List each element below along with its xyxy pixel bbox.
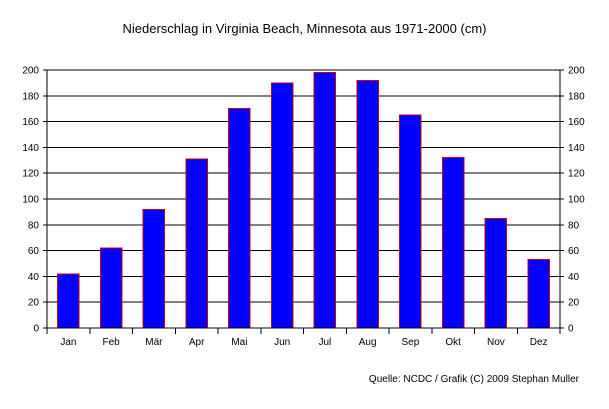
y-tick-label-right: 80 (568, 220, 580, 231)
bar-Dez (527, 259, 550, 329)
x-tick-label: Nov (487, 337, 505, 348)
bar-Mär (142, 208, 166, 329)
x-tick-label: Jun (274, 337, 290, 348)
bar-Jun (270, 82, 294, 329)
y-tick-label-right: 200 (568, 66, 585, 77)
y-tick-label-right: 120 (568, 169, 585, 180)
y-tick-label-right: 40 (568, 272, 580, 283)
x-tick-label: Mai (231, 337, 247, 348)
x-tick-label: Aug (359, 337, 377, 348)
x-tick-label: Feb (103, 337, 121, 348)
y-tick-label-right: 180 (568, 91, 585, 102)
x-tick-label: Jul (318, 337, 331, 348)
y-tick-label-right: 60 (568, 246, 580, 257)
chart-title: Niederschlag in Virginia Beach, Minnesot… (122, 21, 487, 36)
x-tick-label: Jan (60, 337, 76, 348)
x-tick-label: Mär (145, 337, 163, 348)
bar-Apr (185, 158, 208, 329)
bar-Okt (441, 157, 465, 329)
y-tick-label-left: 140 (22, 143, 39, 154)
y-tick-label-right: 100 (568, 195, 585, 206)
y-tick-label-left: 200 (22, 66, 39, 77)
bar-Sep (399, 114, 422, 329)
x-tick-label: Okt (445, 337, 461, 348)
y-tick-label-right: 20 (568, 298, 580, 309)
x-tick-label: Apr (189, 337, 205, 348)
y-tick-label-left: 180 (22, 91, 39, 102)
y-tick-label-right: 0 (568, 324, 574, 335)
y-tick-label-left: 160 (22, 117, 39, 128)
y-tick-label-left: 0 (33, 324, 39, 335)
y-tick-label-right: 160 (568, 117, 585, 128)
x-tick-label: Dez (530, 337, 548, 348)
x-tick-label: Sep (401, 337, 419, 348)
y-tick-label-left: 20 (28, 298, 40, 309)
y-tick-label-left: 80 (28, 220, 40, 231)
source-note: Quelle: NCDC / Grafik (C) 2009 Stephan M… (368, 374, 579, 385)
y-tick-label-left: 120 (22, 169, 39, 180)
bar-Feb (99, 247, 123, 329)
bar-Aug (356, 79, 379, 329)
bar-Jul (313, 72, 337, 329)
y-tick-label-left: 60 (28, 246, 40, 257)
bar-Mai (228, 108, 251, 329)
y-tick-label-left: 40 (28, 272, 40, 283)
y-tick-label-left: 100 (22, 195, 39, 206)
bar-Jan (57, 273, 80, 329)
y-tick-label-right: 140 (568, 143, 585, 154)
bar-Nov (484, 217, 508, 329)
